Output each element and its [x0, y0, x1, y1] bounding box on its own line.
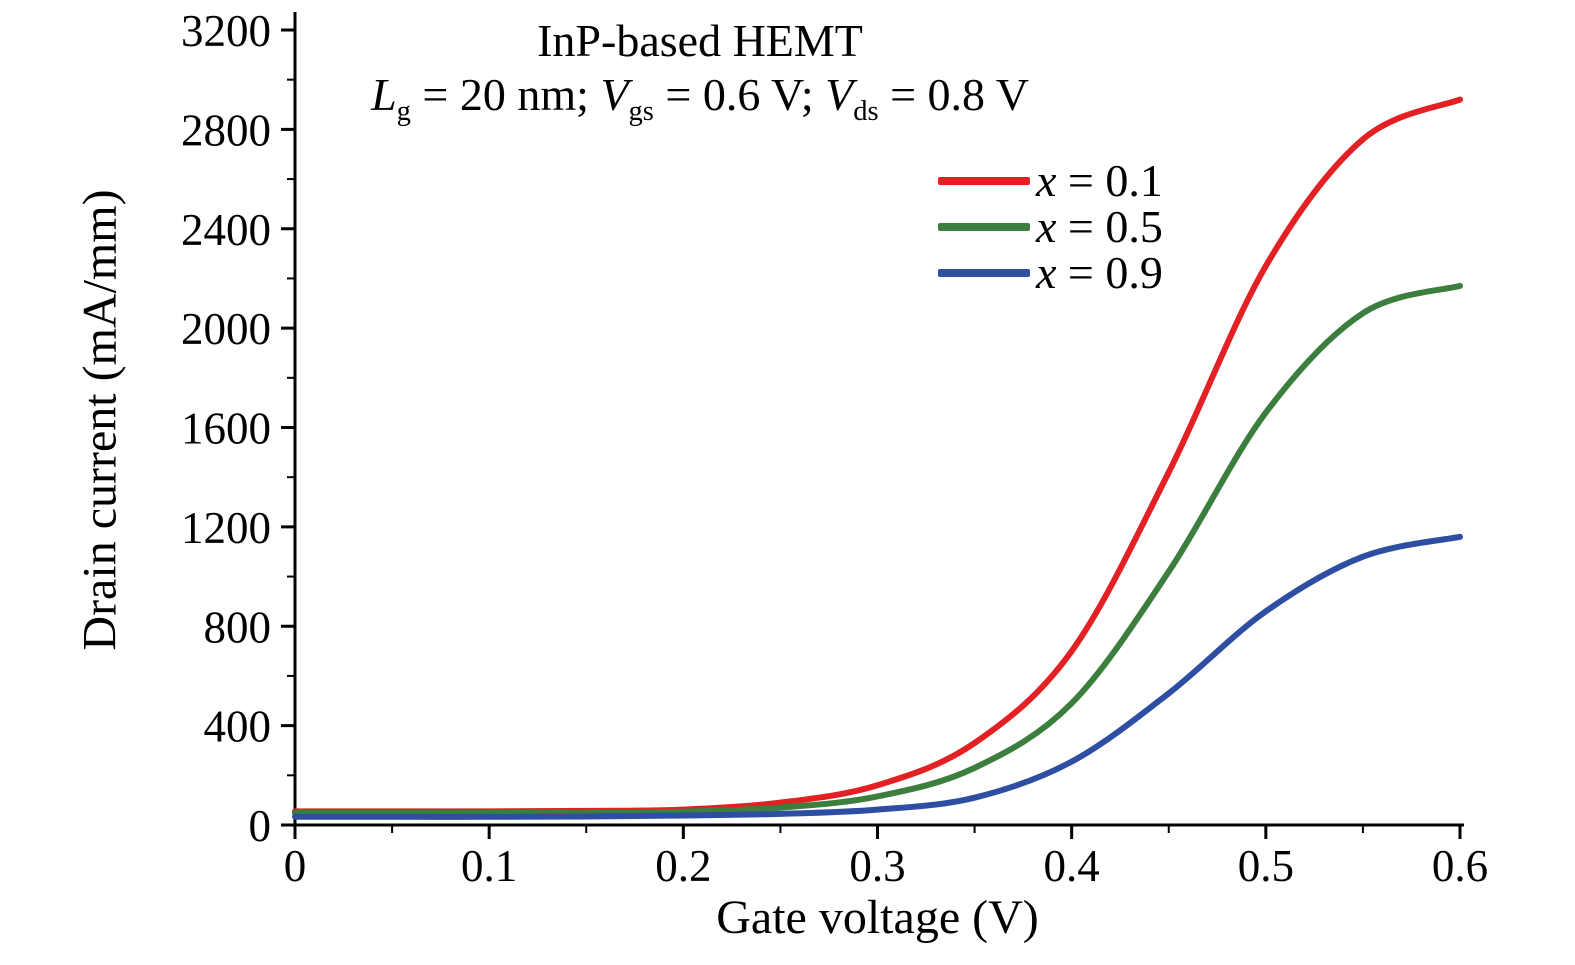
subscript-text: ds [853, 96, 879, 128]
x-axis-label: Gate voltage (V) [716, 891, 1039, 944]
legend-value: = 0.5 [1056, 201, 1163, 252]
y-tick-label: 2000 [181, 304, 271, 354]
series-curve-x=0.9 [292, 533, 1463, 820]
legend-entry-x-0.9: x = 0.9 [938, 250, 1163, 296]
legend-label: x = 0.9 [1036, 250, 1163, 296]
subtitle-text: L [371, 69, 397, 120]
legend: x = 0.1 x = 0.5 x = 0.9 [938, 158, 1163, 296]
legend-swatch-green [938, 223, 1030, 231]
x-tick-label: 0.3 [849, 841, 905, 891]
y-axis-label: Drain current (mA/mm) [73, 189, 127, 651]
subtitle-text: = 0.6 V; [653, 69, 826, 120]
subscript-text: gs [628, 96, 654, 128]
subtitle-text: = 0.8 V [878, 69, 1029, 120]
x-tick-label: 0.6 [1432, 841, 1488, 891]
y-tick-label: 800 [204, 602, 272, 652]
subtitle-text: V [825, 69, 854, 120]
y-tick-label: 2400 [181, 205, 271, 255]
y-tick-label: 0 [249, 801, 272, 851]
y-tick-label: 400 [204, 702, 272, 752]
legend-swatch-blue [938, 269, 1030, 277]
series-curve-x=0.1 [292, 96, 1463, 815]
legend-entry-x-0.5: x = 0.5 [938, 204, 1163, 250]
y-tick-label: 1600 [181, 404, 271, 454]
legend-entry-x-0.1: x = 0.1 [938, 158, 1163, 204]
y-tick-label: 1200 [181, 503, 271, 553]
x-tick-label: 0.5 [1238, 841, 1294, 891]
legend-label: x = 0.1 [1036, 158, 1163, 204]
subscript-text: g [396, 96, 411, 128]
legend-var: x [1036, 155, 1057, 206]
legend-var: x [1036, 201, 1057, 252]
x-tick-label: 0.4 [1044, 841, 1100, 891]
legend-value: = 0.9 [1056, 247, 1163, 298]
x-tick-label: 0 [284, 841, 307, 891]
subtitle-text: V [600, 69, 629, 120]
legend-label: x = 0.5 [1036, 204, 1163, 250]
legend-var: x [1036, 247, 1057, 298]
series-curve-x=0.5 [292, 282, 1463, 817]
subtitle-text: = 20 nm; [410, 69, 601, 120]
chart-subtitle: Lg = 20 nm; Vgs = 0.6 V; Vds = 0.8 V [240, 69, 1160, 126]
y-tick-label: 3200 [181, 6, 271, 56]
legend-value: = 0.1 [1056, 155, 1163, 206]
y-tick-label: 2800 [181, 105, 271, 155]
x-tick-label: 0.1 [461, 841, 517, 891]
legend-swatch-red [938, 177, 1030, 185]
x-tick-label: 0.2 [655, 841, 711, 891]
chart-title: InP-based HEMT [537, 15, 863, 66]
